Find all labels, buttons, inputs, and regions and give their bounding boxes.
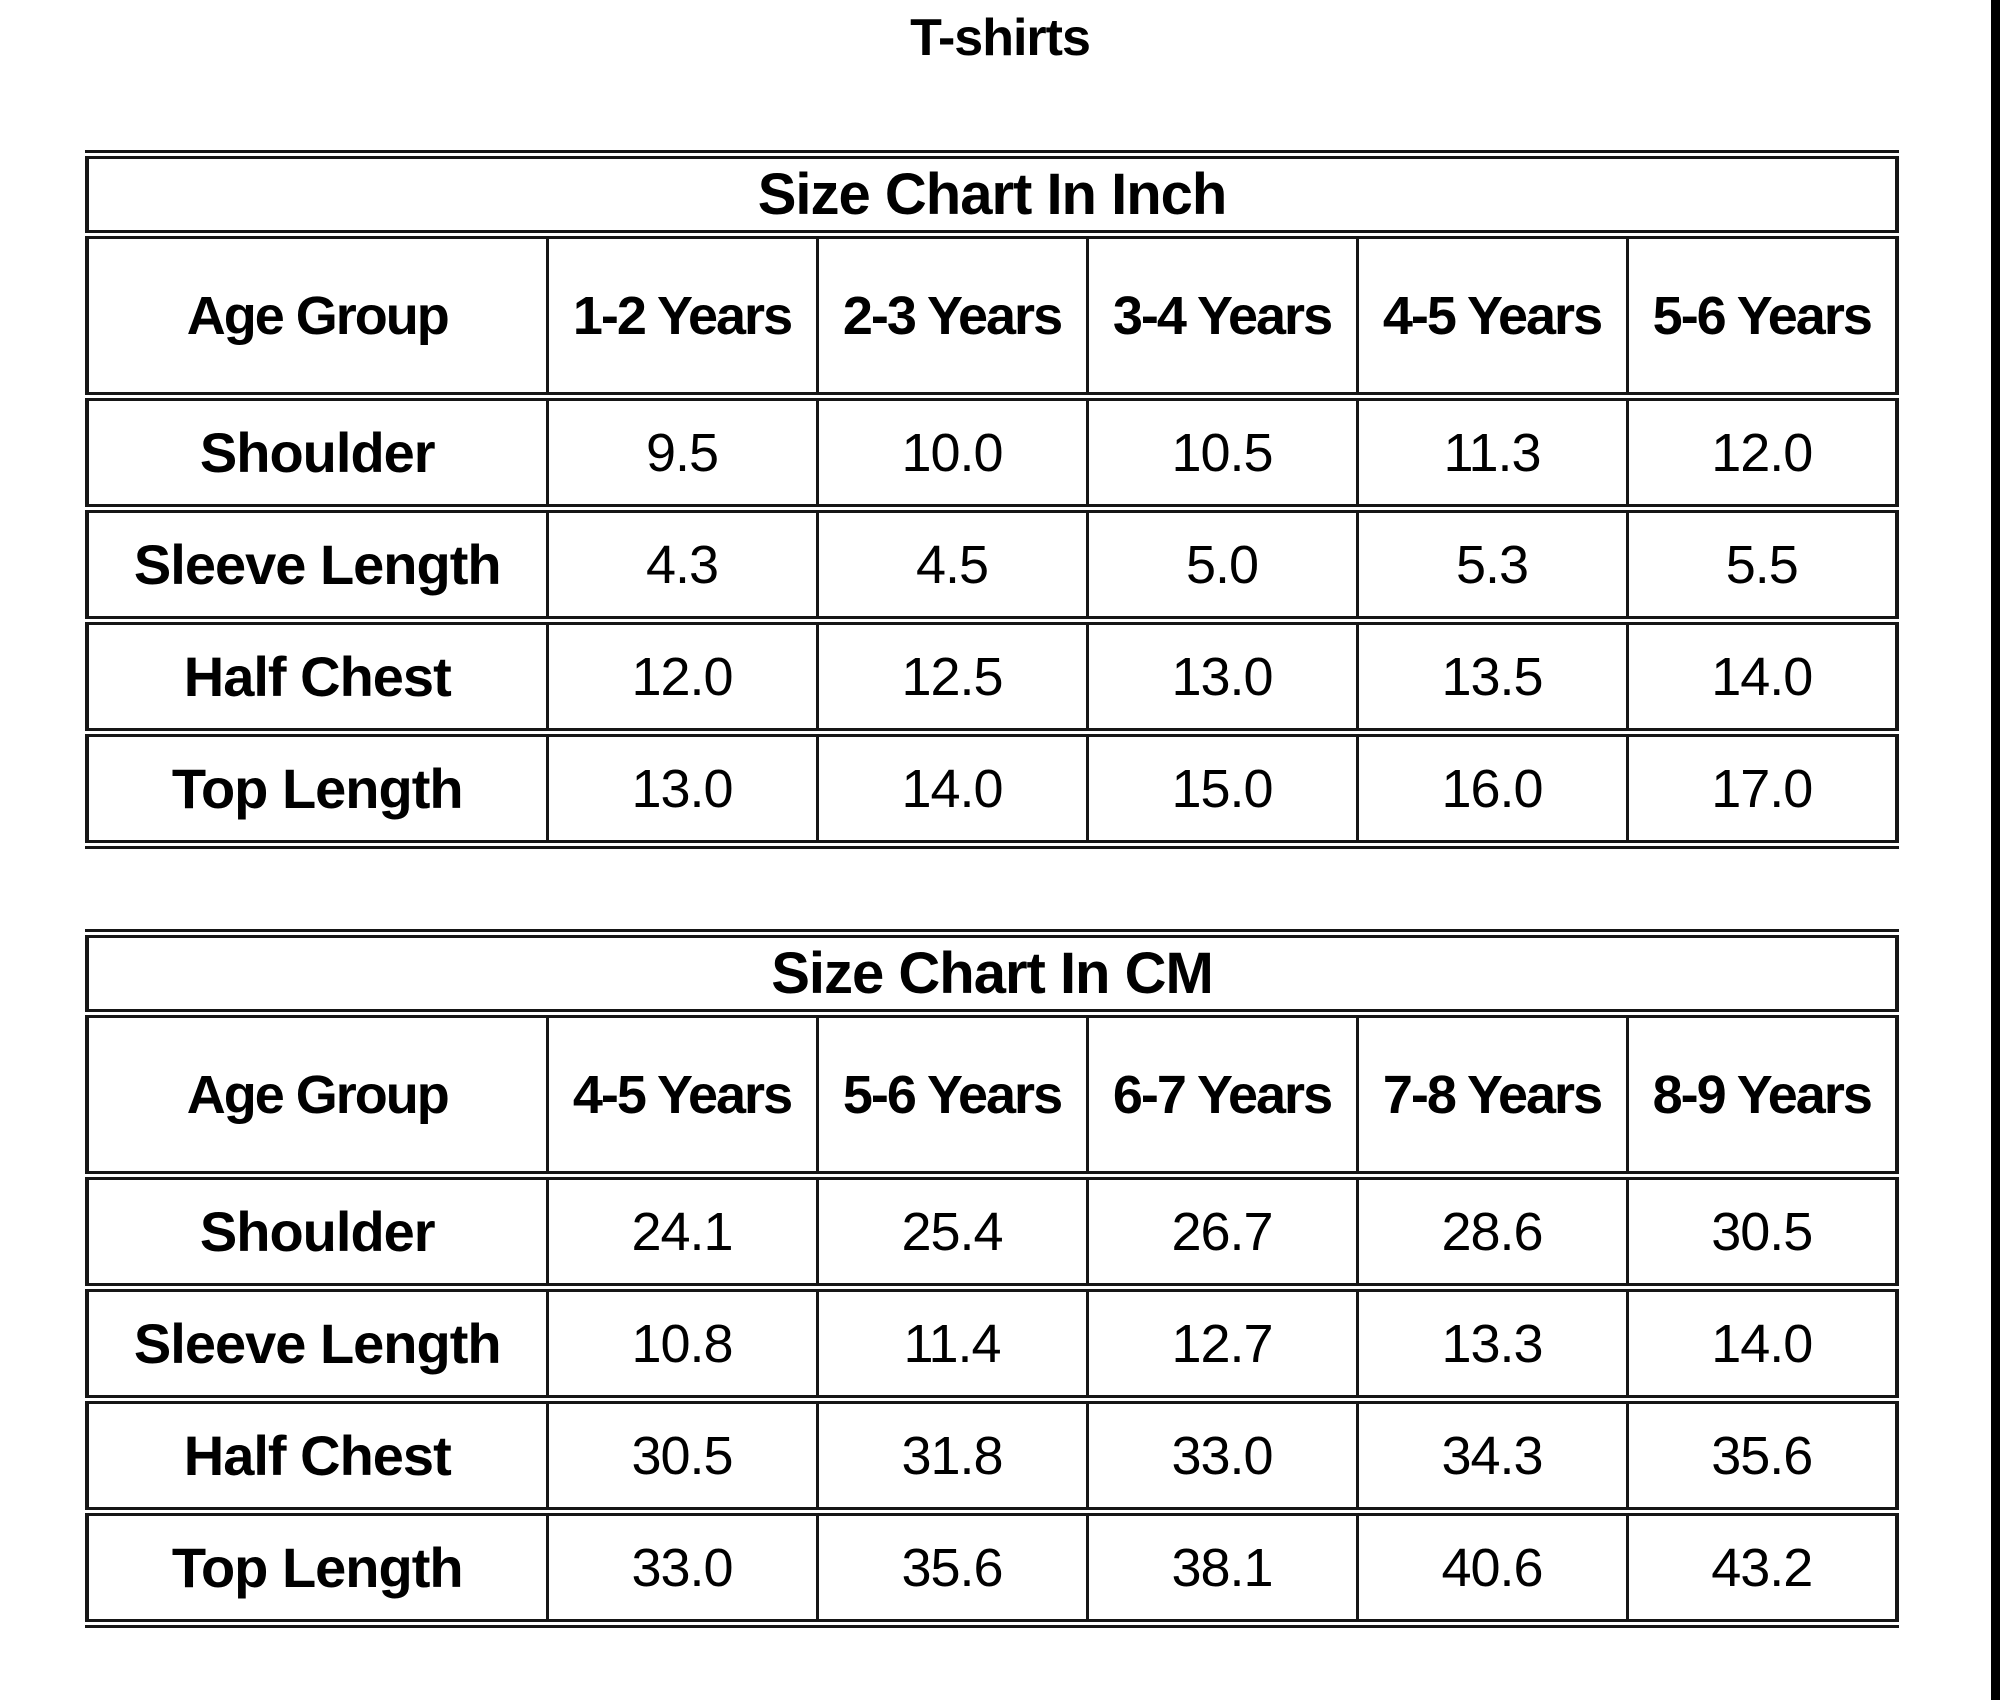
- cell-value: 5.3: [1355, 504, 1629, 625]
- cell-value: 33.0: [1085, 1395, 1359, 1516]
- column-header: 4-5 Years: [1355, 230, 1629, 401]
- column-header: 8-9 Years: [1625, 1009, 1899, 1180]
- column-header: 4-5 Years: [545, 1009, 819, 1180]
- table-row: Top Length 33.0 35.6 38.1 40.6 43.2: [85, 1507, 1899, 1628]
- right-edge-strip: [1991, 0, 2000, 1700]
- cell-value: 38.1: [1085, 1507, 1359, 1628]
- cell-value: 12.0: [1625, 392, 1899, 513]
- cell-value: 4.5: [815, 504, 1089, 625]
- age-group-header: Age Group: [85, 230, 549, 401]
- column-header: 2-3 Years: [815, 230, 1089, 401]
- row-label: Half Chest: [85, 1395, 549, 1516]
- column-header: 3-4 Years: [1085, 230, 1359, 401]
- cell-value: 30.5: [1625, 1171, 1899, 1292]
- age-group-header: Age Group: [85, 1009, 549, 1180]
- size-chart-inch-table: Size Chart In Inch Age Group 1-2 Years 2…: [85, 150, 1900, 849]
- cell-value: 13.5: [1355, 616, 1629, 737]
- cell-value: 10.0: [815, 392, 1089, 513]
- row-label: Top Length: [85, 728, 549, 849]
- column-header: 6-7 Years: [1085, 1009, 1359, 1180]
- cell-value: 35.6: [1625, 1395, 1899, 1516]
- cell-value: 30.5: [545, 1395, 819, 1516]
- row-label: Sleeve Length: [85, 504, 549, 625]
- table-title: Size Chart In Inch: [85, 150, 1899, 239]
- cell-value: 12.7: [1085, 1283, 1359, 1404]
- column-header: 5-6 Years: [1625, 230, 1899, 401]
- table-title: Size Chart In CM: [85, 929, 1899, 1018]
- row-label: Shoulder: [85, 1171, 549, 1292]
- table-row: Shoulder 24.1 25.4 26.7 28.6 30.5: [85, 1171, 1899, 1292]
- table-row: Shoulder 9.5 10.0 10.5 11.3 12.0: [85, 392, 1899, 513]
- table-row: Sleeve Length 4.3 4.5 5.0 5.3 5.5: [85, 504, 1899, 625]
- cell-value: 14.0: [1625, 616, 1899, 737]
- column-header: 5-6 Years: [815, 1009, 1089, 1180]
- size-chart-cm-table: Size Chart In CM Age Group 4-5 Years 5-6…: [85, 929, 1900, 1628]
- cell-value: 24.1: [545, 1171, 819, 1292]
- cell-value: 12.0: [545, 616, 819, 737]
- cell-value: 4.3: [545, 504, 819, 625]
- cell-value: 13.0: [1085, 616, 1359, 737]
- table-row: Half Chest 12.0 12.5 13.0 13.5 14.0: [85, 616, 1899, 737]
- cell-value: 43.2: [1625, 1507, 1899, 1628]
- row-label: Sleeve Length: [85, 1283, 549, 1404]
- cell-value: 11.3: [1355, 392, 1629, 513]
- table-row: Sleeve Length 10.8 11.4 12.7 13.3 14.0: [85, 1283, 1899, 1404]
- row-label: Shoulder: [85, 392, 549, 513]
- cell-value: 13.0: [545, 728, 819, 849]
- cell-value: 12.5: [815, 616, 1089, 737]
- cell-value: 35.6: [815, 1507, 1089, 1628]
- column-header: 7-8 Years: [1355, 1009, 1629, 1180]
- table-row: Half Chest 30.5 31.8 33.0 34.3 35.6: [85, 1395, 1899, 1516]
- cell-value: 40.6: [1355, 1507, 1629, 1628]
- cell-value: 9.5: [545, 392, 819, 513]
- row-label: Half Chest: [85, 616, 549, 737]
- cell-value: 34.3: [1355, 1395, 1629, 1516]
- cell-value: 33.0: [545, 1507, 819, 1628]
- cell-value: 15.0: [1085, 728, 1359, 849]
- cell-value: 14.0: [815, 728, 1089, 849]
- cell-value: 5.0: [1085, 504, 1359, 625]
- table-row: Top Length 13.0 14.0 15.0 16.0 17.0: [85, 728, 1899, 849]
- cell-value: 11.4: [815, 1283, 1089, 1404]
- page-title: T-shirts: [910, 9, 1091, 67]
- cell-value: 31.8: [815, 1395, 1089, 1516]
- cell-value: 16.0: [1355, 728, 1629, 849]
- cell-value: 25.4: [815, 1171, 1089, 1292]
- cell-value: 10.5: [1085, 392, 1359, 513]
- cell-value: 10.8: [545, 1283, 819, 1404]
- cell-value: 26.7: [1085, 1171, 1359, 1292]
- cell-value: 13.3: [1355, 1283, 1629, 1404]
- cell-value: 5.5: [1625, 504, 1899, 625]
- column-header: 1-2 Years: [545, 230, 819, 401]
- cell-value: 17.0: [1625, 728, 1899, 849]
- cell-value: 28.6: [1355, 1171, 1629, 1292]
- row-label: Top Length: [85, 1507, 549, 1628]
- cell-value: 14.0: [1625, 1283, 1899, 1404]
